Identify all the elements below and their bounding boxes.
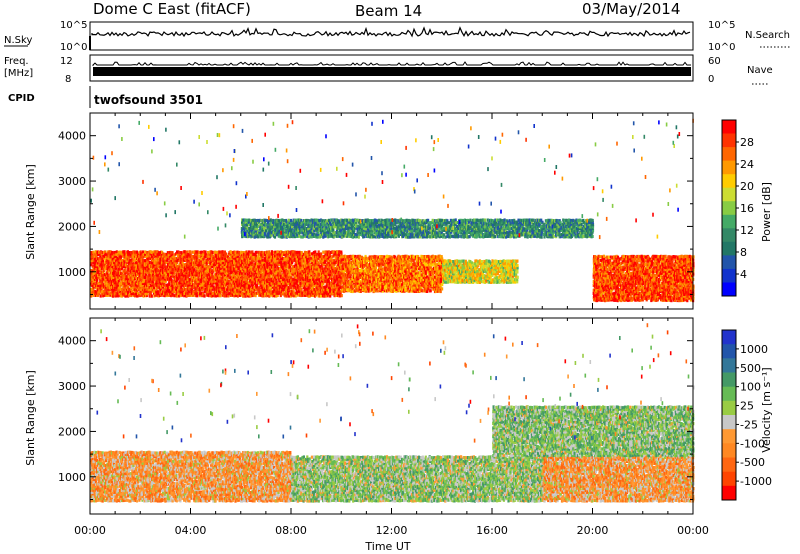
heatmap-cell <box>320 252 322 255</box>
nsearch-label: N.Search <box>745 30 790 41</box>
heatmap-cell <box>171 251 173 254</box>
heatmap-cell <box>97 282 99 285</box>
nsky-label: N.Sky <box>4 35 32 46</box>
heatmap-cell <box>180 251 182 254</box>
freq-trace <box>93 62 691 66</box>
heatmap-cell <box>127 250 129 253</box>
heatmap-cell <box>174 272 176 275</box>
freq-tick-bottom: 8 <box>65 74 71 85</box>
date-title: 03/May/2014 <box>582 0 680 18</box>
nave-tick-bottom: 0 <box>708 74 714 85</box>
freq-tick-top: 12 <box>60 56 73 67</box>
nsky-trace <box>92 28 690 36</box>
heatmap-cell <box>318 261 320 264</box>
freq-trace-band <box>93 67 691 76</box>
rti-plot: Dome C East (fitACF) Beam 14 03/May/2014… <box>0 0 800 554</box>
heatmap-cell <box>203 294 205 297</box>
heatmap-cell <box>258 286 260 289</box>
heatmap-cell <box>377 289 379 292</box>
heatmap-cell <box>151 295 153 298</box>
heatmap-cell <box>149 261 151 264</box>
power-heatmap-cells <box>90 119 695 302</box>
freq-label: Freq. <box>4 56 29 67</box>
cpid-value: twofsound 3501 <box>94 93 203 107</box>
heatmap-cell <box>322 251 324 254</box>
heatmap-cell <box>189 251 191 254</box>
heatmap-cell <box>200 262 202 265</box>
heatmap-cell <box>301 251 303 254</box>
nsearch-tick-top: 10^5 <box>708 20 735 31</box>
cpid-label: CPID <box>8 93 35 104</box>
heatmap-cell <box>341 294 343 297</box>
nave-tick-top: 60 <box>708 56 721 67</box>
heatmap-cell <box>340 251 342 254</box>
heatmap-cell <box>227 280 229 283</box>
nsky-tick-bottom: 10^0 <box>60 42 87 53</box>
heatmap-cell <box>198 251 200 254</box>
heatmap-cell <box>360 290 362 293</box>
nsearch-tick-bottom: 10^0 <box>708 42 735 53</box>
beam-title: Beam 14 <box>355 2 422 20</box>
station-title: Dome C East (fitACF) <box>93 0 251 18</box>
heatmap-cell <box>328 250 330 253</box>
nsky-tick-top: 10^5 <box>60 20 87 31</box>
heatmap-cell <box>277 250 279 253</box>
heatmap-cell <box>300 288 302 291</box>
heatmap-cell <box>295 294 297 297</box>
nave-label: Nave <box>747 65 773 76</box>
heatmap-cell <box>162 257 164 260</box>
heatmap-cell <box>212 251 214 254</box>
freq-unit-label: [MHz] <box>4 68 33 79</box>
